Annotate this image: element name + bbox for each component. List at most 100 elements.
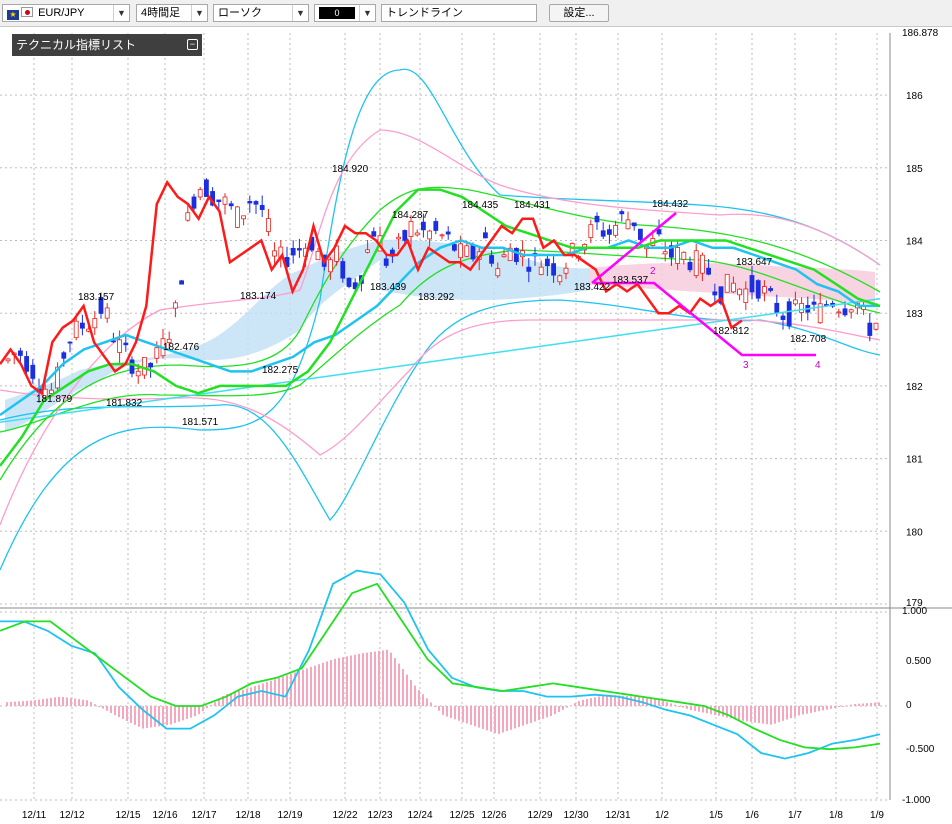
eu-flag-icon: ★ xyxy=(7,10,19,20)
period-select[interactable]: 4時間足 ▼ xyxy=(136,4,208,22)
candle-body xyxy=(427,230,433,240)
macd-histogram-bar xyxy=(18,701,20,706)
chart-type-select[interactable]: ローソク ▼ xyxy=(213,4,309,22)
candle-body xyxy=(638,228,643,240)
macd-histogram-bar xyxy=(222,696,224,706)
macd-histogram-bar xyxy=(362,653,364,706)
candle-body xyxy=(495,268,501,277)
y-tick-label: 186.878 xyxy=(902,28,939,39)
macd-histogram-bar xyxy=(614,695,616,706)
macd-histogram-bar xyxy=(486,706,488,731)
candle-body xyxy=(414,232,420,236)
macd-histogram-bar xyxy=(346,656,348,706)
candle-body xyxy=(786,301,792,327)
macd-histogram-bar xyxy=(250,687,252,706)
candle-body xyxy=(67,341,73,344)
macd-y-tick-label: 0.500 xyxy=(906,656,931,667)
macd-histogram-bar xyxy=(366,652,368,706)
macd-histogram-bar xyxy=(10,701,12,706)
candle-body xyxy=(290,247,296,256)
candle-body xyxy=(514,247,519,262)
macd-histogram-bar xyxy=(450,706,452,718)
x-tick-label: 1/5 xyxy=(709,810,723,821)
macd-histogram-bar xyxy=(318,664,320,706)
long-ma-line xyxy=(0,297,881,424)
macd-histogram-bar xyxy=(306,668,308,706)
candle-body xyxy=(538,266,544,275)
price-annotation: 182.476 xyxy=(163,342,200,353)
grid-lines xyxy=(0,33,952,801)
macd-histogram-bar xyxy=(674,704,676,706)
candle-body xyxy=(80,322,85,329)
candle-body xyxy=(166,338,172,344)
macd-histogram-bar xyxy=(158,706,160,727)
macd-histogram-bar xyxy=(558,706,560,713)
macd-histogram-bar xyxy=(482,706,484,729)
macd-histogram-bar xyxy=(866,703,868,706)
macd-histogram-bar xyxy=(862,703,864,706)
candle-body xyxy=(482,232,488,239)
x-tick-label: 12/15 xyxy=(115,810,140,821)
candle-body xyxy=(768,288,773,291)
chart-canvas[interactable]: 23 4 183.157181.879182.476181.832181.5711… xyxy=(0,27,952,824)
settings-button[interactable]: 設定... xyxy=(549,4,609,22)
macd-histogram-bar xyxy=(566,706,568,708)
ma-line-cyan xyxy=(0,239,880,417)
price-annotation: 184.435 xyxy=(462,200,499,211)
macd-histogram-bar xyxy=(242,689,244,706)
macd-histogram-bar xyxy=(630,696,632,706)
macd-histogram-bar xyxy=(274,679,276,706)
candle-body xyxy=(489,255,495,264)
candle-body xyxy=(458,243,464,259)
indicator-list-panel[interactable]: テクニカル指標リスト − xyxy=(12,34,202,56)
candle-body xyxy=(867,322,873,336)
macd-histogram-bar xyxy=(54,697,56,706)
candle-body xyxy=(718,286,724,304)
candle-body xyxy=(607,229,612,235)
candle-body xyxy=(111,340,116,343)
macd-histogram-bar xyxy=(810,706,812,713)
macd-histogram-bar xyxy=(694,706,696,711)
macd-histogram-bar xyxy=(298,671,300,706)
macd-histogram-bar xyxy=(778,706,780,723)
macd-histogram-bar xyxy=(734,706,736,720)
candle-body xyxy=(216,199,222,202)
macd-y-tick-label: -0.500 xyxy=(906,744,935,755)
macd-histogram-bar xyxy=(682,706,684,708)
collapse-icon[interactable]: − xyxy=(187,39,198,50)
price-annotation: 183.439 xyxy=(370,282,407,293)
macd-histogram-bar xyxy=(606,694,608,706)
wave-label: 2 xyxy=(650,266,656,277)
candle-body xyxy=(507,247,513,262)
x-tick-label: 1/2 xyxy=(655,810,669,821)
candle-body xyxy=(17,350,23,356)
candle-body xyxy=(743,288,749,303)
y-tick-label: 182 xyxy=(906,382,923,393)
macd-histogram-bar xyxy=(46,698,48,706)
macd-histogram-bar xyxy=(90,701,92,706)
band-line xyxy=(0,319,881,456)
candle-body xyxy=(117,339,122,353)
symbol-label: EUR/JPY xyxy=(38,7,85,19)
wave-label: 3 xyxy=(743,360,749,371)
color-select[interactable]: 0 ▼ xyxy=(314,4,376,22)
macd-histogram-bar xyxy=(350,655,352,706)
candle-body xyxy=(848,309,854,313)
y-tick-label: 181 xyxy=(906,455,923,466)
candle-body xyxy=(774,302,780,314)
macd-histogram-bar xyxy=(294,672,296,706)
price-annotation: 183.157 xyxy=(78,292,115,303)
symbol-select[interactable]: ★ EUR/JPY ▼ xyxy=(2,4,130,22)
trendline-tool-field[interactable]: トレンドライン xyxy=(381,4,537,22)
candle-body xyxy=(241,215,247,220)
macd-histogram-bar xyxy=(698,706,700,712)
macd-histogram-bar xyxy=(142,706,144,729)
macd-histogram-bar xyxy=(658,699,660,706)
macd-histogram-bar xyxy=(110,706,112,713)
macd-histogram-bar xyxy=(502,706,504,733)
candle-body xyxy=(793,299,798,305)
x-tick-label: 12/22 xyxy=(332,810,357,821)
macd-histogram-bar xyxy=(754,706,756,723)
macd-histogram-bar xyxy=(458,706,460,721)
macd-histogram-bar xyxy=(342,657,344,706)
